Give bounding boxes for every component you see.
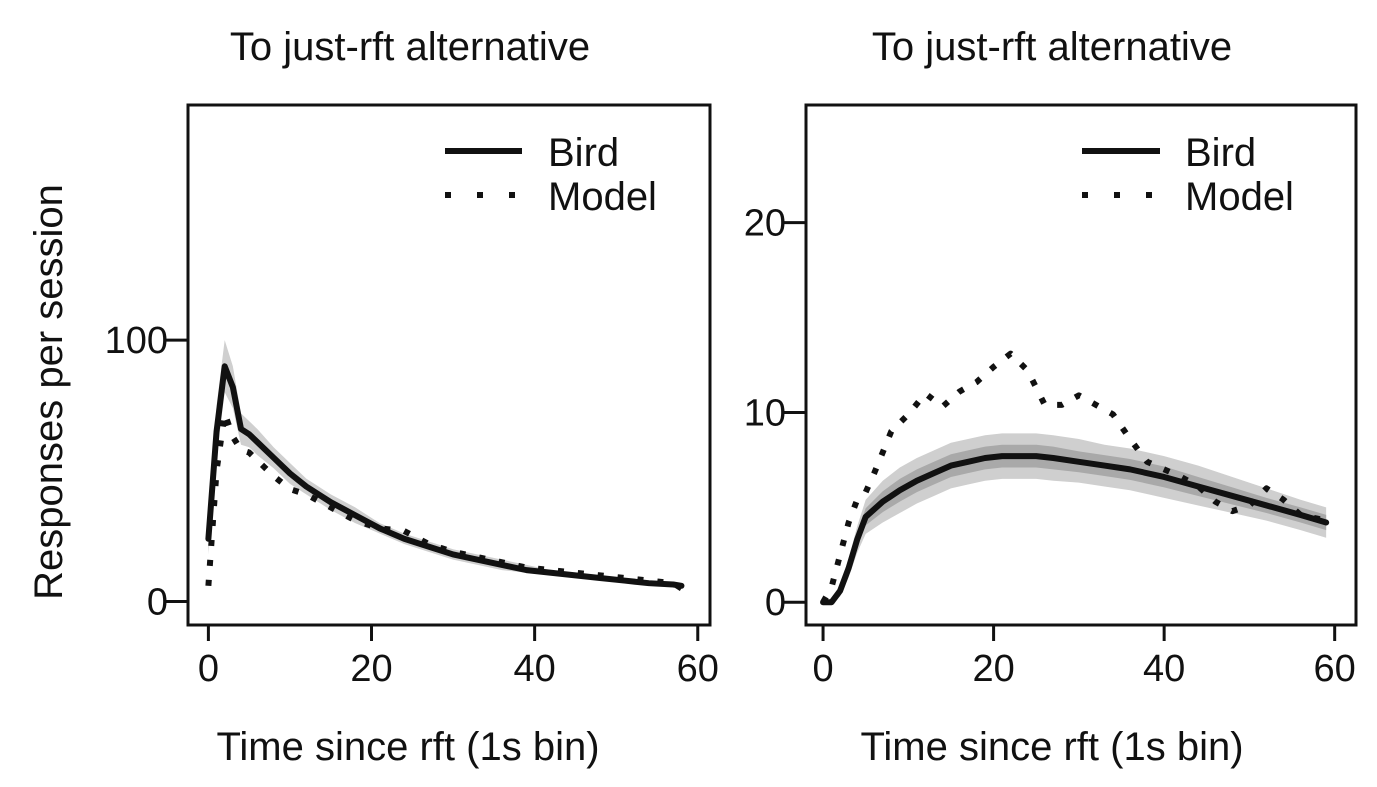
- panel-2-xticks: 0 20 40 60: [812, 625, 1356, 690]
- panel-2-ytick-label: 20: [744, 203, 786, 245]
- panel-1-legend-bird-label: Bird: [548, 131, 619, 175]
- panel-1-legend-model-label: Model: [548, 175, 657, 219]
- panel-2-x-axis-label: Time since rft (1s bin): [860, 725, 1243, 769]
- y-axis-label: Responses per session: [27, 184, 71, 600]
- panel-2-legend-model-label: Model: [1185, 175, 1294, 219]
- panel-2-frame: [804, 103, 1358, 627]
- panel-2-lines: [820, 350, 1330, 606]
- panel-1-series-0-line: [205, 363, 685, 589]
- panel-2-legend-bird-label: Bird: [1185, 131, 1256, 175]
- panel-2-series-0-line: [820, 453, 1330, 606]
- panel-1-x-axis-label: Time since rft (1s bin): [216, 725, 599, 769]
- panel-1-xtick-label: 0: [198, 648, 219, 690]
- panel-1-xtick-label: 20: [350, 648, 392, 690]
- panel-2-legend: Bird Model: [1082, 131, 1294, 219]
- panel-2-ytick-label: 0: [765, 582, 786, 624]
- panel-2-series-0-band-inner: [823, 444, 1327, 603]
- panel-2: To just-rft alternative 0 20 40 60 0 10 20 Ti…: [744, 25, 1358, 769]
- panel-2-xtick-label: 40: [1143, 648, 1185, 690]
- panel-1-frame: [186, 103, 712, 627]
- panel-2-title: To just-rft alternative: [872, 25, 1232, 69]
- panel-1: To just-rft alternative 0 20 40 60 0 100 Tim…: [105, 25, 719, 769]
- panel-2-yticks: 0 10 20: [744, 203, 806, 624]
- panel-1-lines: [205, 363, 685, 591]
- panel-1-xtick-label: 40: [514, 648, 556, 690]
- panel-1-legend: Bird Model: [445, 131, 657, 219]
- panel-1-series-1-line: [205, 410, 684, 591]
- panel-1-title: To just-rft alternative: [230, 25, 590, 69]
- panel-1-xticks: 0 20 40 60: [198, 625, 719, 690]
- panel-2-ytick-label: 10: [744, 392, 786, 434]
- panel-1-yticks: 0 100: [105, 320, 188, 623]
- panel-1-xtick-label: 60: [677, 648, 719, 690]
- panel-2-xtick-label: 60: [1314, 648, 1356, 690]
- panel-1-ytick-label: 100: [105, 320, 168, 362]
- panel-1-ytick-label: 0: [147, 581, 168, 623]
- panel-2-xtick-label: 0: [812, 648, 833, 690]
- panel-2-xtick-label: 20: [972, 648, 1014, 690]
